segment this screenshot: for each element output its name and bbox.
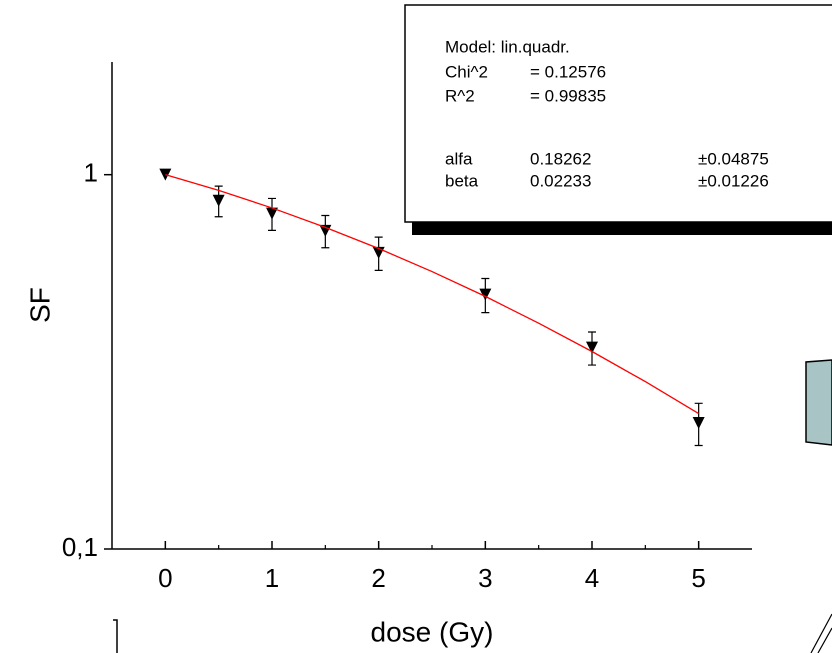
x-axis-label: dose (Gy): [371, 616, 494, 647]
data-point: [692, 417, 705, 430]
stat-name: R^2: [445, 86, 475, 105]
data-point: [586, 341, 598, 354]
data-point: [266, 207, 278, 220]
data-point: [319, 224, 332, 237]
fit-box: [404, 4, 832, 223]
x-tick-label: 5: [691, 563, 705, 593]
y-tick-label: 0,1: [62, 532, 98, 562]
data-point: [212, 194, 225, 207]
side-shape: [805, 359, 832, 446]
x-tick-label: 4: [585, 563, 599, 593]
x-tick-label: 2: [371, 563, 385, 593]
y-tick-label: 1: [84, 158, 98, 188]
y-axis-label: SF: [24, 287, 55, 323]
bracket: [113, 619, 118, 653]
param-value: 0.02233: [530, 171, 591, 190]
stat-value: = 0.12576: [530, 62, 606, 81]
param-value: 0.18262: [530, 149, 591, 168]
data-point: [479, 288, 492, 301]
fit-model: Model: lin.quadr.: [445, 37, 570, 56]
fit-line: [165, 174, 700, 415]
param-error: ±0.01226: [698, 171, 769, 190]
x-tick-label: 1: [265, 563, 279, 593]
param-name: beta: [445, 171, 479, 190]
x-tick-label: 3: [478, 563, 492, 593]
param-name: alfa: [445, 149, 473, 168]
param-error: ±0.04875: [698, 149, 769, 168]
stat-value: = 0.99835: [530, 86, 606, 105]
corner-shape: [810, 613, 832, 653]
x-tick-label: 0: [158, 563, 172, 593]
box-shadow: [412, 222, 832, 235]
stat-name: Chi^2: [445, 62, 488, 81]
